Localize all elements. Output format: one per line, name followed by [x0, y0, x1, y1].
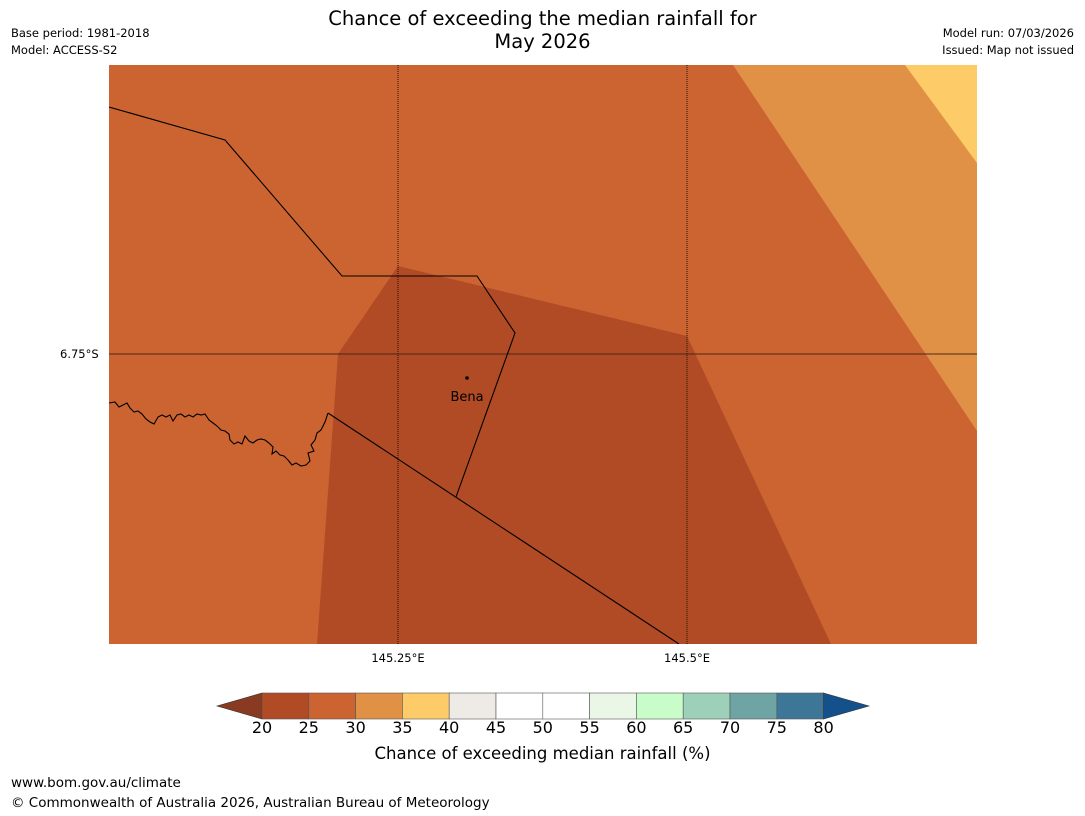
colorbar-title: Chance of exceeding median rainfall (%) [374, 744, 711, 763]
colorbar-tick-label: 30 [345, 718, 366, 737]
model-text: Model: ACCESS-S2 [11, 43, 118, 57]
zone-30-35 [733, 65, 977, 431]
colorbar-tick-label: 80 [813, 718, 834, 737]
colorbar-tick-label: 50 [532, 718, 553, 737]
colorbar-tick-label: 35 [392, 718, 413, 737]
colorbar-swatch [636, 692, 684, 720]
map-title: Chance of exceeding the median rainfall … [328, 7, 757, 53]
rainfall-map: Bena [109, 65, 977, 644]
colorbar-swatch [495, 692, 544, 720]
colorbar-over-arrow [823, 692, 871, 720]
colorbar-swatch [776, 692, 824, 720]
bena-marker [465, 376, 469, 380]
footer-url: www.bom.gov.au/climate [11, 775, 181, 791]
colorbar-under-arrow [215, 692, 263, 720]
base-period-text: Base period: 1981-2018 [11, 26, 150, 40]
model-run-text: Model run: 07/03/2026 [942, 26, 1074, 40]
colorbar-swatch [589, 692, 637, 720]
footer-copyright: © Commonwealth of Australia 2026, Austra… [11, 795, 490, 811]
coastline [109, 401, 329, 467]
colorbar [215, 692, 871, 720]
colorbar-tick-label: 75 [766, 718, 787, 737]
colorbar-swatch [448, 692, 497, 720]
colorbar-swatch [729, 692, 778, 720]
colorbar-tick-label: 25 [298, 718, 319, 737]
colorbar-tick-label: 55 [579, 718, 600, 737]
boundary-north [109, 106, 516, 498]
meta-left: Base period: 1981-2018 Model: ACCESS-S2 [11, 25, 150, 59]
lon-label-145-25: 145.25°E [371, 651, 425, 665]
colorbar-swatch [355, 692, 403, 720]
colorbar-swatch [261, 692, 310, 720]
issued-text: Issued: Map not issued [942, 43, 1074, 57]
colorbar-swatch [542, 692, 590, 720]
colorbar-swatch [402, 692, 450, 720]
colorbar-tick-label: 65 [673, 718, 694, 737]
lat-label: 6.75°S [60, 347, 99, 361]
colorbar-swatch [682, 692, 731, 720]
zone-20-25 [317, 266, 831, 644]
meta-right: Model run: 07/03/2026 Issued: Map not is… [942, 25, 1074, 59]
colorbar-tick-label: 40 [439, 718, 460, 737]
lon-label-145-5: 145.5°E [664, 651, 710, 665]
colorbar-tick-label: 70 [719, 718, 741, 737]
boundary-south [327, 412, 680, 644]
place-label-bena: Bena [450, 390, 483, 405]
colorbar-swatch [308, 692, 356, 720]
colorbar-tick-label: 45 [485, 718, 507, 737]
colorbar-tick-label: 20 [251, 718, 273, 737]
zone-35-40 [905, 65, 977, 163]
colorbar-tick-label: 60 [626, 718, 647, 737]
